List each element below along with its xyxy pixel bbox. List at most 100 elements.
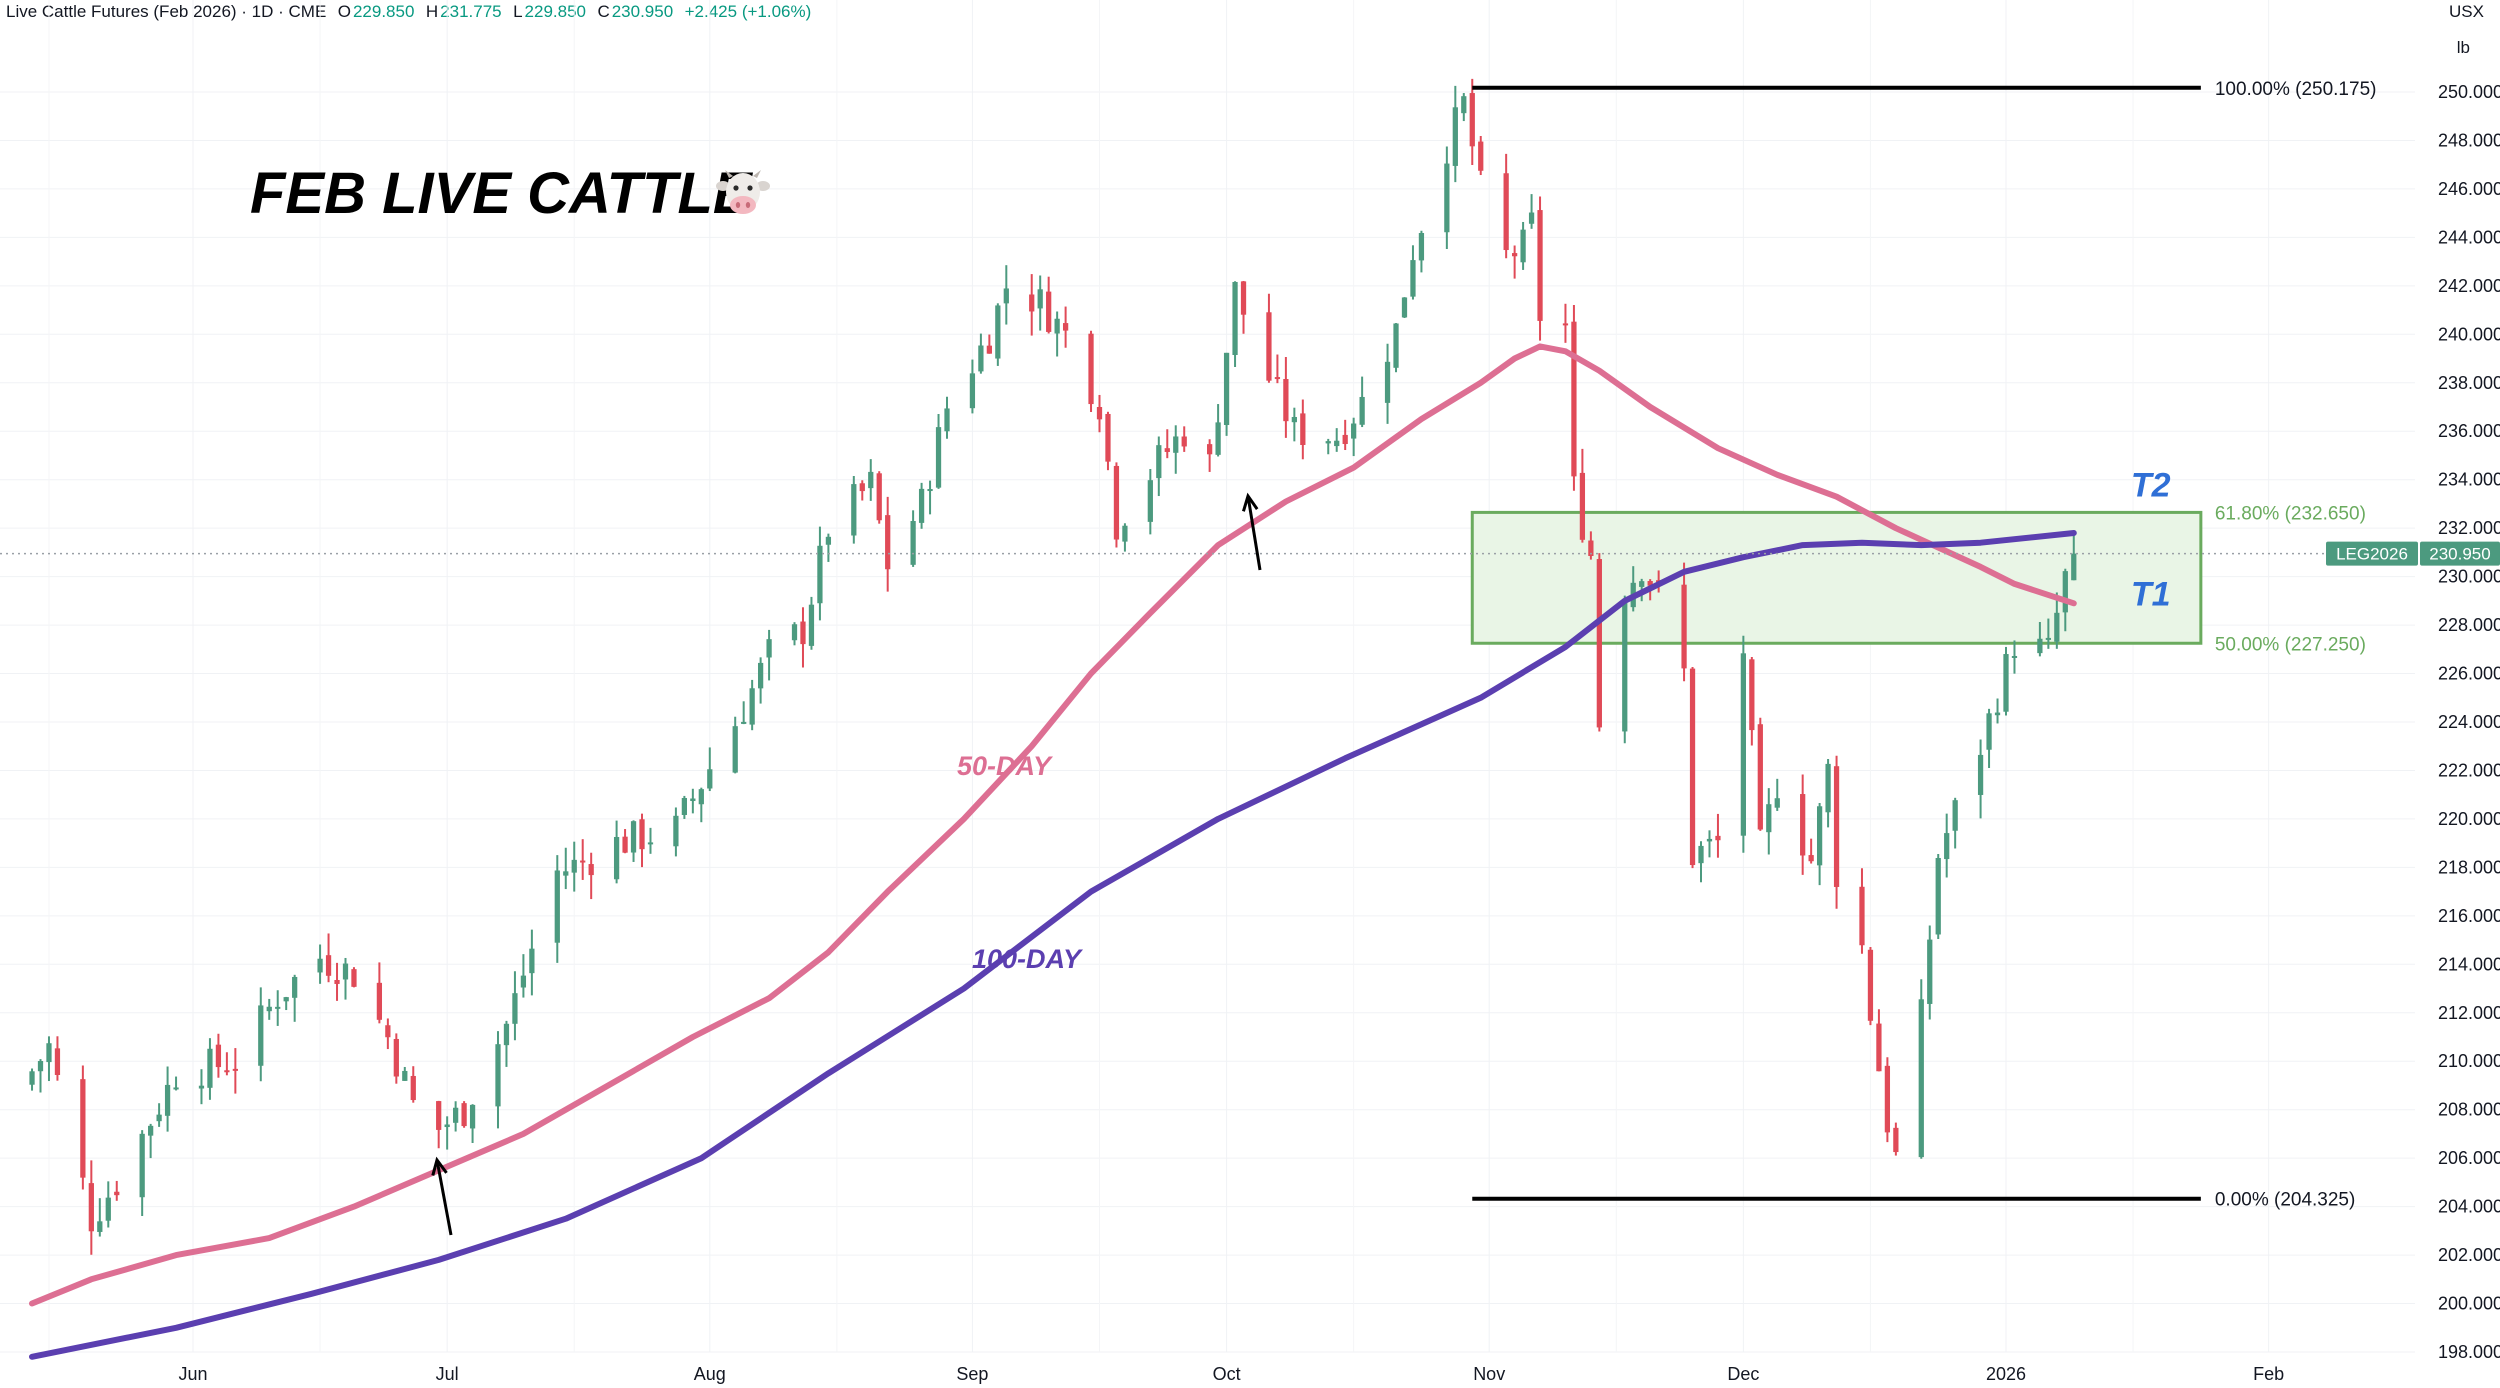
candle-body	[2062, 571, 2068, 613]
candle-body	[156, 1114, 162, 1122]
candle-body	[46, 1043, 52, 1063]
y-tick-label: 240.000	[2438, 324, 2500, 344]
symbol-tag-label: LEG2026	[2336, 545, 2408, 564]
y-tick-label: 212.000	[2438, 1003, 2500, 1023]
x-tick-label: Feb	[2253, 1364, 2284, 1384]
candle-body	[1893, 1127, 1899, 1153]
candle-body	[385, 1025, 391, 1038]
candle-body	[1833, 766, 1840, 887]
candle-body	[258, 1005, 264, 1066]
candle-body	[1774, 798, 1780, 808]
candle-body	[436, 1101, 442, 1130]
candle-body	[1003, 288, 1009, 304]
candle-body	[978, 345, 984, 372]
candle-body	[444, 1124, 450, 1128]
x-tick-label: Sep	[956, 1364, 988, 1384]
candle-body	[927, 489, 933, 492]
y-tick-label: 198.000	[2438, 1342, 2500, 1362]
candle-body	[808, 604, 815, 646]
candle-body	[1342, 434, 1348, 445]
x-tick-label: Jun	[178, 1364, 207, 1384]
open-value: 229.850	[352, 2, 415, 21]
candle-body	[969, 373, 976, 409]
candle-body	[1816, 806, 1823, 866]
candle-body	[944, 408, 950, 432]
candle-body	[647, 842, 654, 845]
candle-body	[1588, 540, 1594, 557]
candle-body	[1681, 584, 1687, 669]
candle-body	[639, 819, 645, 850]
candle-body	[766, 639, 772, 658]
candle-body	[690, 798, 696, 802]
candle-body	[334, 979, 340, 984]
y-tick-label: 222.000	[2438, 760, 2500, 780]
candle-body	[698, 789, 704, 805]
candle-body	[215, 1044, 222, 1068]
candle-body	[1520, 229, 1526, 263]
candle-body	[1334, 440, 1340, 447]
candle-body	[571, 859, 577, 873]
high-value: 231.775	[440, 2, 502, 21]
y-tick-label: 214.000	[2438, 954, 2500, 974]
candle-body	[1122, 525, 1128, 542]
y-tick-label: 210.000	[2438, 1051, 2500, 1071]
candle-body	[1740, 653, 1746, 836]
candle-body	[2037, 638, 2043, 654]
candle-body	[918, 488, 925, 523]
candle-body	[1706, 838, 1713, 842]
candle-body	[495, 1044, 501, 1107]
candle-body	[800, 621, 806, 645]
candle-body	[1113, 465, 1120, 540]
candle-body	[995, 305, 1001, 359]
t1-label: T1	[2131, 576, 2171, 614]
candle-body	[1274, 377, 1281, 380]
candle-body	[1859, 886, 1865, 946]
candle-body	[1689, 668, 1696, 866]
candle-body	[1418, 233, 1425, 261]
candle-body	[580, 860, 586, 863]
candle-body	[1105, 413, 1111, 462]
candle-body	[224, 1070, 230, 1073]
candle-body	[935, 427, 942, 488]
candle-body	[461, 1103, 467, 1127]
candle-body	[520, 975, 527, 988]
candle-body	[1825, 763, 1831, 813]
y-tick-label: 224.000	[2438, 712, 2500, 732]
open-label: O	[337, 2, 351, 21]
candle-body	[885, 515, 891, 570]
candle-body	[876, 473, 882, 521]
candle-body	[80, 1079, 86, 1178]
candle-body	[1461, 96, 1467, 114]
candle-body	[1359, 396, 1365, 425]
candle-body	[402, 1070, 408, 1081]
candle-body	[1207, 444, 1213, 455]
candle-body	[1300, 413, 1306, 445]
candle-body	[563, 871, 569, 876]
x-tick-label: Nov	[1473, 1364, 1505, 1384]
support-arrow-jul-head	[431, 1156, 448, 1176]
change-value: +2.425 (+1.06%)	[684, 2, 812, 21]
close-label: C	[597, 2, 610, 21]
candle-body	[1240, 281, 1247, 315]
candle-body	[1579, 472, 1586, 540]
y-tick-label: 232.000	[2438, 518, 2500, 538]
candle-body	[707, 769, 713, 789]
candle-body	[1952, 800, 1958, 831]
y-tick-label: 238.000	[2438, 373, 2500, 393]
candle-body	[232, 1068, 238, 1071]
y-tick-label: 228.000	[2438, 615, 2500, 635]
x-tick-label: Aug	[694, 1364, 726, 1384]
candle-body	[588, 864, 594, 876]
candle-body	[859, 483, 865, 492]
candle-body	[1156, 445, 1162, 479]
chart-title: FEB LIVE CATTLE	[250, 161, 752, 226]
candle-body	[97, 1221, 103, 1232]
candle-body	[613, 836, 620, 880]
y-tick-label: 206.000	[2438, 1148, 2500, 1168]
candle-body	[986, 345, 992, 354]
candle-body	[410, 1075, 416, 1101]
candle-body	[1800, 794, 1806, 856]
candle-body	[1571, 321, 1577, 477]
candle-body	[1029, 294, 1035, 312]
